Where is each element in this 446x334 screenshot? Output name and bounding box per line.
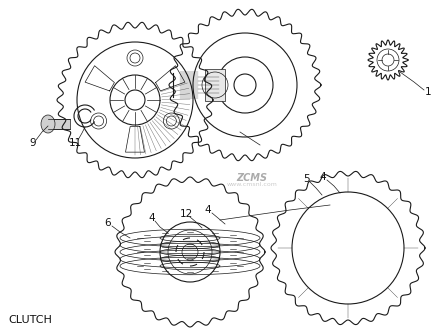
Text: 1: 1: [425, 87, 431, 97]
Text: 11: 11: [68, 138, 82, 148]
Text: 12: 12: [179, 209, 193, 219]
Text: 4: 4: [149, 213, 155, 223]
Text: 4: 4: [205, 205, 211, 215]
Ellipse shape: [41, 115, 55, 133]
Text: 5: 5: [304, 174, 310, 184]
Text: ZCMS: ZCMS: [236, 173, 268, 183]
Text: 9: 9: [30, 138, 36, 148]
FancyBboxPatch shape: [48, 119, 70, 129]
FancyBboxPatch shape: [205, 69, 225, 101]
Text: 4: 4: [320, 172, 326, 182]
Text: CLUTCH: CLUTCH: [8, 315, 52, 325]
Text: www.cmsnl.com: www.cmsnl.com: [227, 182, 277, 187]
Text: 6: 6: [105, 218, 112, 228]
